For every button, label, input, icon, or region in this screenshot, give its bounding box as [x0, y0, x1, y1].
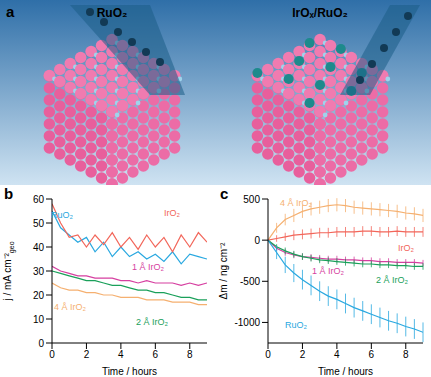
svg-text:8: 8	[403, 349, 409, 360]
svg-text:6: 6	[369, 349, 375, 360]
html-text:1 Å IrO₂: 1 Å IrO₂	[312, 266, 344, 276]
svg-text:j / mA cm⁻²geo: j / mA cm⁻²geo	[2, 241, 16, 301]
svg-text:-500: -500	[240, 276, 260, 287]
svg-text:Time / hours: Time / hours	[102, 366, 157, 377]
svg-text:Δm / ng cm⁻²: Δm / ng cm⁻²	[218, 242, 229, 300]
svg-text:4: 4	[334, 349, 340, 360]
svg-text:0: 0	[49, 349, 55, 360]
svg-text:RuO₂: RuO₂	[97, 6, 128, 20]
svg-text:4: 4	[118, 349, 124, 360]
svg-text:10: 10	[33, 314, 45, 325]
svg-text:40: 40	[33, 242, 45, 253]
svg-text:-1000: -1000	[234, 317, 260, 328]
svg-text:0: 0	[265, 349, 271, 360]
html-text:4 Å IrO₂: 4 Å IrO₂	[280, 198, 312, 208]
svg-text:a: a	[6, 3, 15, 20]
svg-text:30: 30	[33, 266, 45, 277]
html-text:RuO₂: RuO₂	[51, 210, 73, 220]
svg-text:6: 6	[153, 349, 159, 360]
html-text:2 Å IrO₂: 2 Å IrO₂	[376, 275, 408, 285]
svg-text:8: 8	[187, 349, 193, 360]
svg-text:Time / hours: Time / hours	[318, 366, 373, 377]
html-text:IrO₂: IrO₂	[164, 208, 180, 218]
svg-text:500: 500	[243, 194, 260, 205]
html-text:IrO₂: IrO₂	[398, 243, 414, 253]
svg-text:20: 20	[33, 290, 45, 301]
svg-text:50: 50	[33, 218, 45, 229]
svg-text:60: 60	[33, 194, 45, 205]
html-text:4 Å IrO₂: 4 Å IrO₂	[54, 302, 86, 312]
svg-text:2: 2	[84, 349, 90, 360]
html-text:2 Å IrO₂: 2 Å IrO₂	[136, 317, 168, 327]
svg-text:0: 0	[254, 235, 260, 246]
html-text:1 Å IrO₂: 1 Å IrO₂	[132, 262, 164, 272]
html-text:b: b	[4, 185, 14, 202]
svg-text:IrOₓ/RuO₂: IrOₓ/RuO₂	[292, 6, 348, 20]
html-text:c: c	[220, 185, 229, 202]
html-text:RuO₂: RuO₂	[285, 320, 307, 330]
svg-text:0: 0	[38, 338, 44, 349]
svg-text:2: 2	[300, 349, 306, 360]
